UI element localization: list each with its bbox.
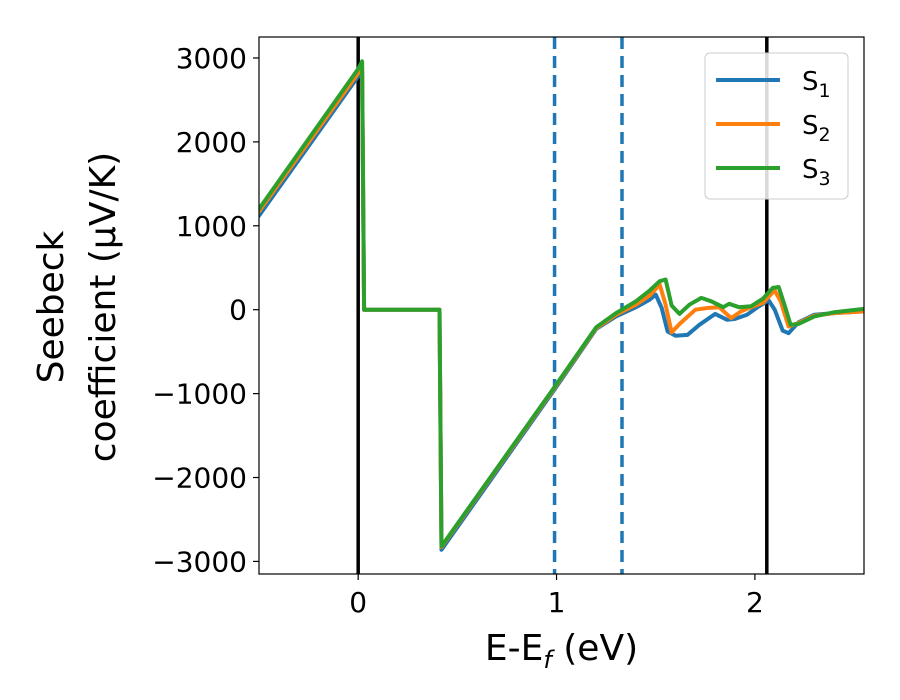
y-axis-label-line2: coefficient (μV/K) [83,152,124,462]
y-tick-label-3: 0 [229,294,247,327]
y-tick-label-5: 2000 [176,126,247,159]
x-tick-label-2: 2 [746,586,764,619]
x-tick-label-1: 1 [548,586,566,619]
legend-label-2: S2 [802,111,831,146]
legend-label-3: S3 [802,155,831,190]
legend-label-1: S1 [802,67,831,102]
x-axis-label: E-Ef (eV) [485,628,638,674]
y-axis-label-line1: Seebeck [31,230,72,383]
plot-frame [258,36,865,575]
y-tick-label-4: 1000 [176,210,247,243]
series-line-s3 [259,59,864,549]
y-tick-label-1: −2000 [152,462,247,495]
x-tick-label-0: 0 [349,586,367,619]
y-tick-label-2: −1000 [152,378,247,411]
y-tick-label-0: −3000 [152,545,247,578]
y-tick-label-6: 3000 [176,42,247,75]
legend: S1 S2 S3 [704,52,849,200]
